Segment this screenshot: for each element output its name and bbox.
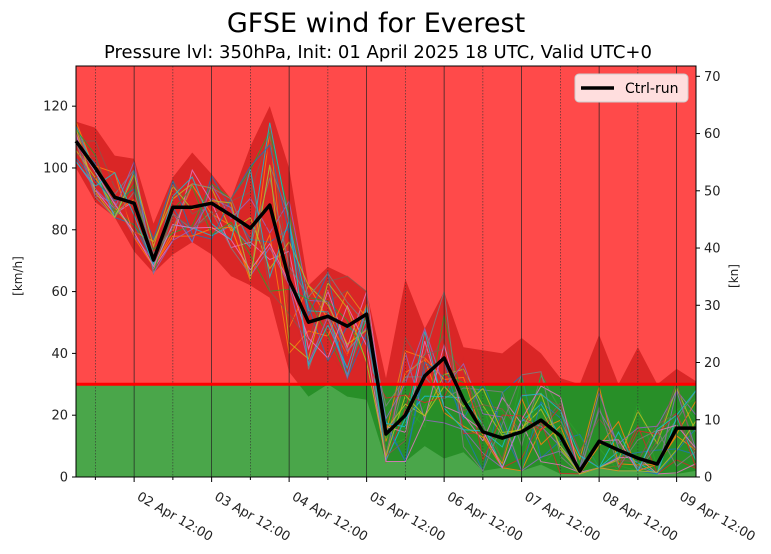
ctrl-run-line xyxy=(74,140,696,473)
y-axis-left-label: [km/h] xyxy=(11,256,25,296)
y-left-tick-label: 0 xyxy=(60,471,68,486)
plot-area: 0 20 40 60 80 100 120 0 10 20 30 40 50 60 70 02 Apr 12:… xyxy=(43,65,758,545)
y-right-tick-label: 10 xyxy=(704,413,721,428)
x-tick-label: 08 Apr 12:00 xyxy=(599,489,680,544)
ensemble-member-line xyxy=(75,141,697,475)
y-right-tick-label: 70 xyxy=(704,70,721,85)
x-tick-label: 09 Apr 12:00 xyxy=(677,489,758,544)
x-tick-label: 05 Apr 12:00 xyxy=(367,489,448,544)
y-right-tick-label: 50 xyxy=(704,184,721,199)
y-left-tick-label: 120 xyxy=(43,100,68,115)
x-tick-label: 06 Apr 12:00 xyxy=(444,489,525,544)
ensemble-member-line xyxy=(75,128,697,475)
ensemble-member-line xyxy=(75,129,697,473)
y-left-tick-label: 20 xyxy=(51,409,68,424)
y-right-tick-label: 40 xyxy=(704,242,721,257)
x-tick-label: 07 Apr 12:00 xyxy=(522,489,603,544)
y-right-tick-label: 30 xyxy=(704,299,721,314)
y-right-tick-label: 0 xyxy=(704,471,712,486)
x-tick-label: 02 Apr 12:00 xyxy=(134,489,215,544)
chart-title: GFSE wind for Everest xyxy=(227,8,525,39)
spread-band-red xyxy=(76,106,696,385)
y-left-tick-label: 100 xyxy=(43,161,68,176)
y-left-tick-label: 80 xyxy=(51,223,68,238)
x-tick-label: 03 Apr 12:00 xyxy=(212,489,293,544)
y-left-tick-label: 60 xyxy=(51,285,68,300)
x-tick-label: 04 Apr 12:00 xyxy=(289,489,370,544)
chart-subtitle: Pressure lvl: 350hPa, Init: 01 April 202… xyxy=(104,42,652,63)
legend: Ctrl-run xyxy=(574,73,689,103)
y-axis-right-label: [kn] xyxy=(727,264,741,288)
y-left-tick-label: 40 xyxy=(51,347,68,362)
legend-box xyxy=(574,73,689,103)
plot-frame xyxy=(75,65,697,478)
legend-ctrl-label: Ctrl-run xyxy=(625,81,678,97)
y-right-tick-label: 20 xyxy=(704,356,721,371)
y-right-tick-label: 60 xyxy=(704,127,721,142)
